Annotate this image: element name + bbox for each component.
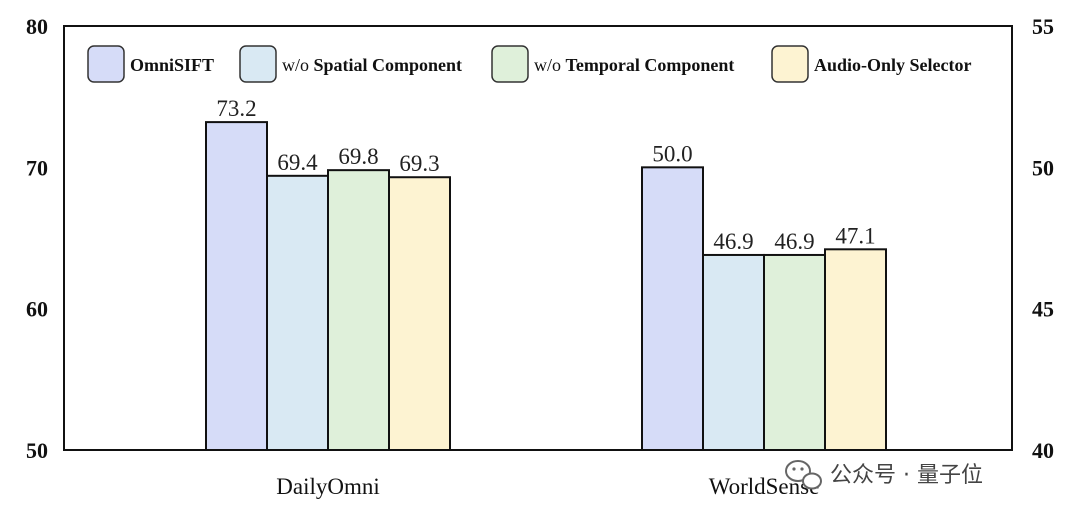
legend-label-name: Spatial Component [314,55,463,75]
bar-value-label: 46.9 [774,229,814,254]
bar [763,253,826,451]
bar-value-label: 69.8 [338,144,378,169]
category-label: WorldSense [709,474,820,499]
bar-value-label: 47.1 [835,223,875,248]
bar [388,176,451,452]
bar-value-label: 69.3 [399,151,439,176]
legend-swatch [239,45,277,83]
left-tick-label: 80 [26,14,48,39]
right-axis-ticks: 40 45 50 55 [1032,14,1054,463]
legend-label: w/o Spatial Component [282,55,462,75]
value-labels-layer: 73.2 69.4 69.8 69.3 50.0 46.9 46.9 47.1 [216,96,875,254]
left-tick-label: 60 [26,297,48,322]
legend-swatch [87,45,125,83]
legend-swatch [491,45,529,83]
right-tick-label: 40 [1032,438,1054,463]
right-tick-label: 50 [1032,155,1054,180]
watermark: 公众号 · 量子位 [785,460,983,490]
wechat-icon [785,460,822,490]
bar-value-label: 69.4 [277,150,318,175]
category-labels: DailyOmni WorldSense [276,474,819,499]
legend-label-prefix: w/o [534,55,566,75]
bar [824,248,887,451]
legend-swatch [771,45,809,83]
legend-label-name: Temporal Component [566,55,735,75]
left-tick-label: 50 [26,438,48,463]
legend-label-name: OmniSIFT [130,55,214,75]
bar-value-label: 46.9 [713,229,753,254]
legend-label: OmniSIFT [130,55,214,75]
category-label: DailyOmni [276,474,380,499]
legend: OmniSIFT w/o Spatial Component w/o Tempora… [87,45,972,83]
watermark-text: 公众号 · 量子位 [830,463,983,488]
plot-frame [63,25,1013,451]
right-tick-label: 55 [1032,14,1054,39]
bar [266,174,329,452]
legend-label: w/o Temporal Component [534,55,734,75]
legend-label-name: Audio-Only Selector [814,55,972,75]
bars-layer [205,121,887,452]
left-axis-ticks: 50 60 70 80 [26,14,48,463]
bar-value-label: 50.0 [652,141,692,166]
bar [641,166,704,451]
bar [327,169,390,451]
legend-label: Audio-Only Selector [814,55,972,75]
right-tick-label: 45 [1032,297,1054,322]
legend-label-prefix: w/o [282,55,314,75]
bar [702,253,765,451]
bar-value-label: 73.2 [216,96,256,121]
bar [205,121,268,452]
left-tick-label: 70 [26,155,48,180]
